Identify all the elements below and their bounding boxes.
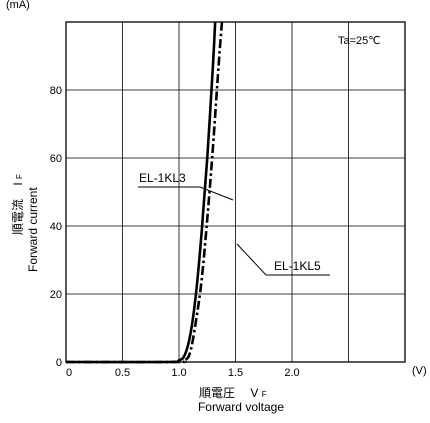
y-tick-label: 0 xyxy=(56,357,62,369)
y-tick-label: 20 xyxy=(50,289,62,301)
x-axis-title-symbol: V xyxy=(250,386,258,400)
x-axis-title-subscript: F xyxy=(262,390,267,399)
x-tick-labels: 0 0.5 1.0 1.5 2.0 xyxy=(66,367,300,379)
svg-text:順電流 I F: 順電流 I F xyxy=(11,174,25,235)
x-axis-title-english: Forward voltage xyxy=(198,400,284,414)
y-axis-title-symbol: I xyxy=(11,182,25,185)
grid xyxy=(66,22,405,362)
annotation-el-1kl3: EL-1KL3 xyxy=(138,171,234,201)
annotation-el-1kl5-leader xyxy=(236,243,330,276)
plot-frame xyxy=(65,21,406,363)
x-tick-label: 0.5 xyxy=(115,367,130,379)
x-tick-label: 1.0 xyxy=(171,367,186,379)
x-tick-label: 1.5 xyxy=(228,367,243,379)
y-tick-label: 80 xyxy=(50,85,62,97)
series-line-el-1kl5 xyxy=(65,21,224,364)
y-axis-title-english: Forward current xyxy=(26,187,40,272)
series-line-el-1kl3 xyxy=(65,21,217,364)
y-axis-title-subscript: F xyxy=(15,174,24,179)
series-layer xyxy=(65,21,224,364)
x-tick-label: 0 xyxy=(66,367,72,379)
y-tick-labels: 0 20 40 60 80 xyxy=(50,85,62,369)
annotation-el-1kl3-label: EL-1KL3 xyxy=(139,171,186,185)
x-axis-title: 順電圧 V F xyxy=(199,386,267,400)
y-axis-title-jp: 順電流 xyxy=(11,199,25,235)
annotation-el-1kl3-leader xyxy=(138,186,234,201)
x-unit-label: (V) xyxy=(412,365,427,377)
annotation-el-1kl5-label: EL-1KL5 xyxy=(274,259,321,273)
y-tick-label: 60 xyxy=(50,153,62,165)
annotation-el-1kl5: EL-1KL5 xyxy=(236,243,330,276)
y-axis-title-en: Forward current xyxy=(26,187,40,272)
x-tick-label: 2.0 xyxy=(284,367,299,379)
x-axis-title-jp: 順電圧 xyxy=(199,386,235,400)
condition-label: Ta=25℃ xyxy=(338,35,381,47)
y-tick-label: 40 xyxy=(50,221,62,233)
y-unit-label: (mA) xyxy=(6,0,30,11)
y-axis-title: 順電流 I F xyxy=(11,174,25,235)
